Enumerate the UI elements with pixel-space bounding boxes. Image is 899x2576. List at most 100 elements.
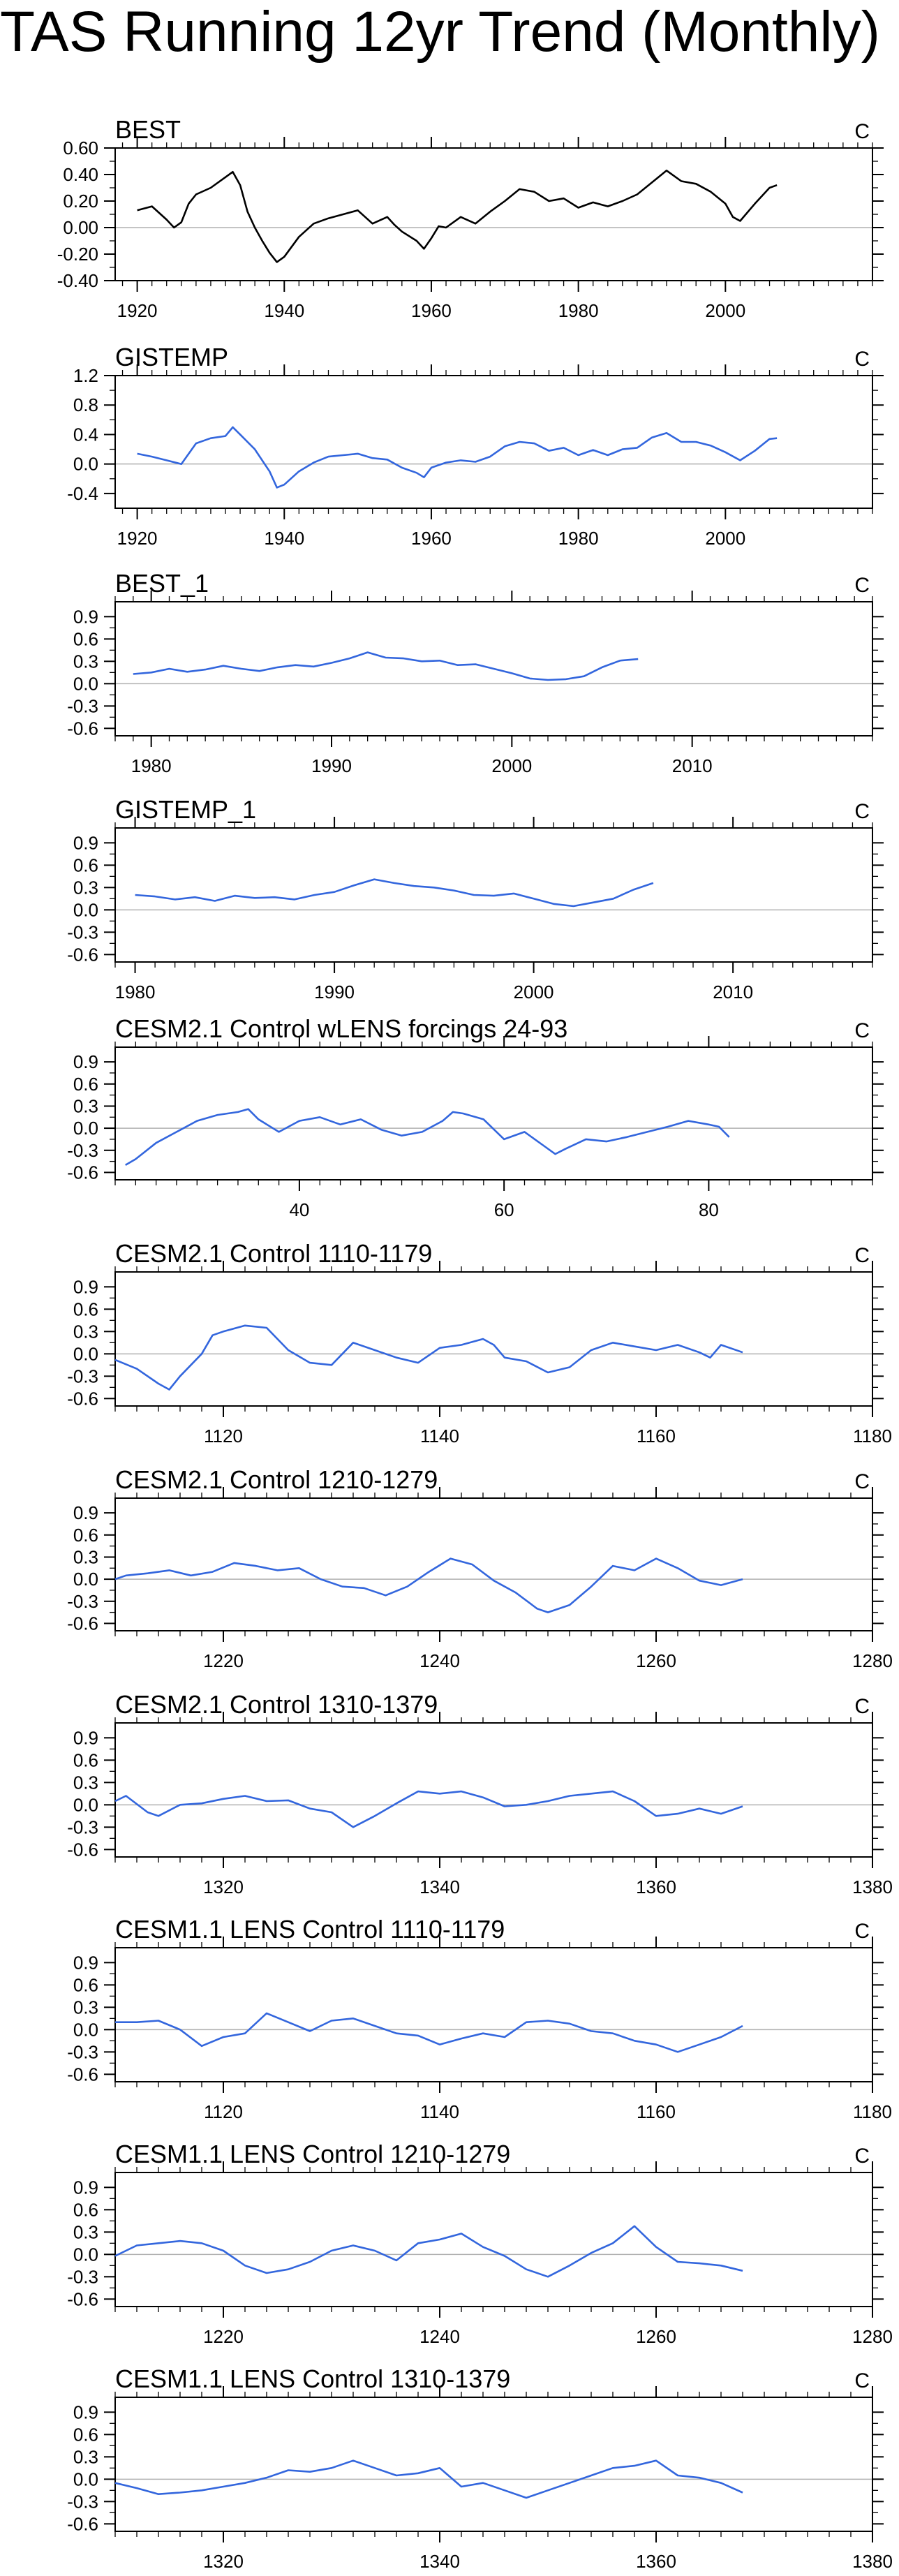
y-tick-label: -0.3 (67, 1140, 98, 1161)
chart-panel-1: BEST C 1920 1940 1960 1980 2000 -0.40 -0.20 0.00 0… (57, 115, 884, 321)
y-tick-label: 0.9 (73, 1502, 98, 1523)
y-tick-label: 0.3 (73, 877, 98, 898)
y-tick-label: 0.0 (73, 899, 98, 920)
units-label: C (854, 1470, 870, 1493)
x-tick-label: 1380 (852, 1877, 893, 1897)
x-tick-label: 1220 (203, 2326, 244, 2347)
y-tick-label: -0.3 (67, 1591, 98, 1612)
y-tick-label: 0.9 (73, 2177, 98, 2198)
x-tick-label: 1320 (203, 2551, 244, 2572)
plot-frame (114, 1046, 873, 1180)
x-tick-label: 2000 (705, 528, 745, 549)
y-tick-label: 0.3 (73, 1321, 98, 1342)
x-tick-label: 1280 (852, 2326, 893, 2347)
chart-panel-7: CESM2.1 Control 1210-1279 C 1220 1240 1260 12… (67, 1465, 893, 1671)
y-tick-label: 0.3 (73, 1095, 98, 1116)
plot-frame (114, 2172, 873, 2307)
x-tick-label: 1120 (204, 1426, 243, 1446)
chart-title: BEST_1 (115, 569, 209, 598)
series-line (135, 878, 654, 908)
units-label: C (854, 120, 870, 143)
chart-panel-10: CESM1.1 LENS Control 1210-1279 C 1220 1240 1… (67, 2140, 893, 2347)
x-tick-label: 1940 (264, 300, 304, 321)
x-tick-label: 1980 (558, 528, 599, 549)
x-tick-label: 1180 (853, 2101, 892, 2122)
chart-title: CESM2.1 Control 1110-1179 (115, 1239, 432, 1268)
plot-frame (114, 1497, 873, 1631)
y-tick-label: 0.6 (73, 2424, 98, 2445)
y-tick-label: 0.0 (73, 1569, 98, 1590)
y-tick-label: 0.3 (73, 2221, 98, 2242)
y-tick-label: -0.6 (67, 944, 98, 965)
x-tick-label: 1180 (853, 1426, 892, 1446)
y-tick-label: 0.6 (73, 628, 98, 649)
x-tick-label: 1920 (117, 300, 158, 321)
units-label: C (854, 2369, 870, 2392)
chart-panel-2: GISTEMP C 1920 1940 1960 1980 2000 -0.4 0.0 0.4 0.… (67, 343, 884, 549)
y-tick-label: 0.20 (63, 191, 98, 212)
y-tick-label: 0.8 (73, 394, 98, 415)
series-line (115, 2012, 743, 2053)
series-line (114, 2459, 743, 2499)
x-tick-label: 2010 (672, 755, 713, 776)
y-tick-label: 0.9 (73, 1727, 98, 1748)
x-tick-label: 1360 (636, 1877, 676, 1897)
chart-title: CESM1.1 LENS Control 1210-1279 (115, 2140, 510, 2168)
x-tick-label: 1280 (852, 1650, 893, 1671)
x-tick-label: 1920 (117, 528, 158, 549)
y-tick-label: 0.3 (73, 2446, 98, 2467)
y-tick-label: 0.6 (73, 854, 98, 875)
chart-title: BEST (115, 115, 181, 144)
page-title: TAS Running 12yr Trend (Monthly) (0, 0, 880, 64)
y-tick-label: -0.6 (67, 2513, 98, 2534)
series-line (114, 2225, 743, 2278)
x-tick-label: 1140 (420, 1426, 459, 1446)
y-tick-label: -0.3 (67, 1365, 98, 1386)
y-tick-label: -0.6 (67, 718, 98, 739)
x-tick-label: 1140 (420, 2101, 459, 2122)
series-line (137, 170, 778, 263)
x-tick-label: 1240 (419, 2326, 460, 2347)
y-tick-label: -0.40 (57, 270, 98, 291)
x-tick-label: 1160 (637, 2101, 676, 2122)
y-tick-label: -0.6 (67, 1388, 98, 1409)
y-tick-label: 0.9 (73, 606, 98, 627)
y-tick-label: 0.00 (63, 217, 98, 238)
y-tick-label: 0.0 (73, 2468, 98, 2489)
y-tick-label: 0.3 (73, 1997, 98, 2018)
chart-title: CESM2.1 Control 1310-1379 (115, 1690, 438, 1719)
y-tick-label: 0.0 (73, 2019, 98, 2040)
y-tick-label: 1.2 (73, 365, 98, 386)
units-label: C (854, 800, 870, 823)
series-line (114, 1557, 743, 1613)
x-tick-label: 1960 (411, 300, 452, 321)
y-tick-label: 0.9 (73, 2401, 98, 2422)
y-tick-label: -0.3 (67, 695, 98, 716)
chart-panel-11: CESM1.1 LENS Control 1310-1379 C 1320 1340 1… (67, 2364, 893, 2572)
y-tick-label: 0.40 (63, 164, 98, 185)
chart-panel-3: BEST_1 C 1980 1990 2000 2010 -0.6-0.30.00.30.6… (67, 569, 884, 776)
chart-title: GISTEMP (115, 343, 228, 371)
series-line (137, 426, 778, 489)
units-label: C (854, 348, 870, 371)
x-tick-label: 40 (289, 1199, 309, 1220)
x-tick-label: 1940 (264, 528, 304, 549)
y-tick-label: -0.6 (67, 1162, 98, 1183)
y-tick-label: 0.60 (63, 138, 98, 158)
series-line (114, 1790, 743, 1828)
chart-panel-4: GISTEMP_1 C 1980 1990 2000 2010 -0.6-0.30.00.3… (67, 795, 884, 1002)
units-label: C (854, 1244, 870, 1267)
x-tick-label: 2000 (514, 982, 554, 1002)
y-tick-label: 0.6 (73, 1749, 98, 1770)
y-tick-label: 0.0 (73, 2244, 98, 2265)
plot-frame (114, 2397, 873, 2532)
x-tick-label: 1120 (204, 2101, 243, 2122)
y-tick-label: 0.0 (73, 454, 98, 475)
x-tick-label: 1360 (636, 2551, 676, 2572)
y-tick-label: 0.0 (73, 1794, 98, 1815)
y-tick-label: -0.6 (67, 2064, 98, 2085)
y-tick-label: 0.9 (73, 1051, 98, 1072)
y-tick-label: 0.0 (73, 1118, 98, 1139)
y-tick-label: 0.6 (73, 1074, 98, 1095)
y-tick-label: -0.3 (67, 2266, 98, 2287)
